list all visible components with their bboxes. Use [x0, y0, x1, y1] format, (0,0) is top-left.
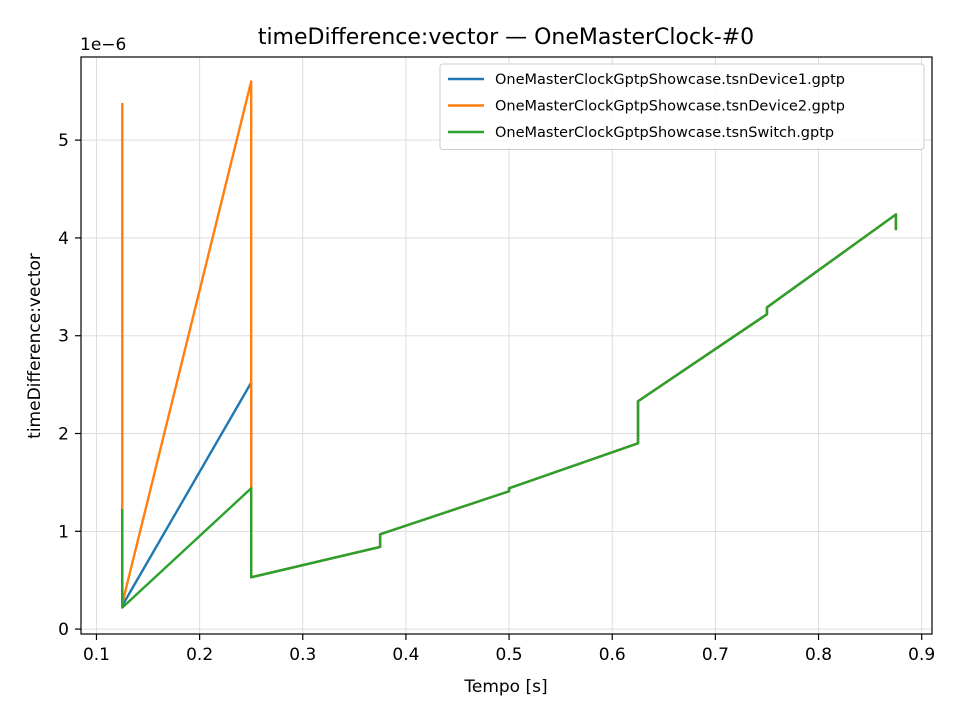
- x-tick-label: 0.8: [805, 645, 832, 665]
- legend-box: [439, 63, 925, 150]
- y-tick-label: 5: [58, 131, 69, 151]
- y-axis-label: timeDifference:vector: [25, 253, 45, 439]
- x-axis-label: Tempo [s]: [463, 677, 547, 697]
- x-tick-label: 0.6: [599, 645, 626, 665]
- plot-frame: [80, 56, 933, 635]
- y-tick-label: 2: [58, 425, 69, 445]
- series-line-3: [121, 213, 898, 609]
- x-tick-label: 0.7: [702, 645, 729, 665]
- x-tick-label: 0.9: [908, 645, 935, 665]
- legend-label: OneMasterClockGptpShowcase.tsnDevice2.gp…: [495, 99, 845, 115]
- legend-label: OneMasterClockGptpShowcase.tsnDevice1.gp…: [495, 72, 845, 88]
- x-tick-label: 0.3: [289, 645, 316, 665]
- x-tick-label: 0.1: [83, 645, 110, 665]
- y-tick-label: 3: [58, 327, 69, 347]
- y-axis-offset-label: 1e−6: [80, 35, 126, 55]
- x-tick-label: 0.5: [496, 645, 523, 665]
- y-tick-label: 1: [58, 522, 69, 542]
- chart-title: timeDifference:vector — OneMasterClock-#…: [258, 25, 754, 50]
- y-tick-label: 0: [58, 620, 69, 640]
- x-tick-label: 0.2: [186, 645, 213, 665]
- y-axis-ticks: 0 1 2 3 4 5: [58, 131, 81, 640]
- legend-label: OneMasterClockGptpShowcase.tsnSwitch.gpt…: [495, 125, 834, 141]
- y-tick-label: 4: [58, 229, 69, 249]
- legend: OneMasterClockGptpShowcase.tsnDevice1.gp…: [439, 63, 925, 150]
- series-lines: [121, 80, 898, 609]
- x-tick-label: 0.4: [392, 645, 419, 665]
- x-axis-ticks: 0.1 0.2 0.3 0.4 0.5 0.6 0.7 0.8 0.9: [83, 634, 935, 665]
